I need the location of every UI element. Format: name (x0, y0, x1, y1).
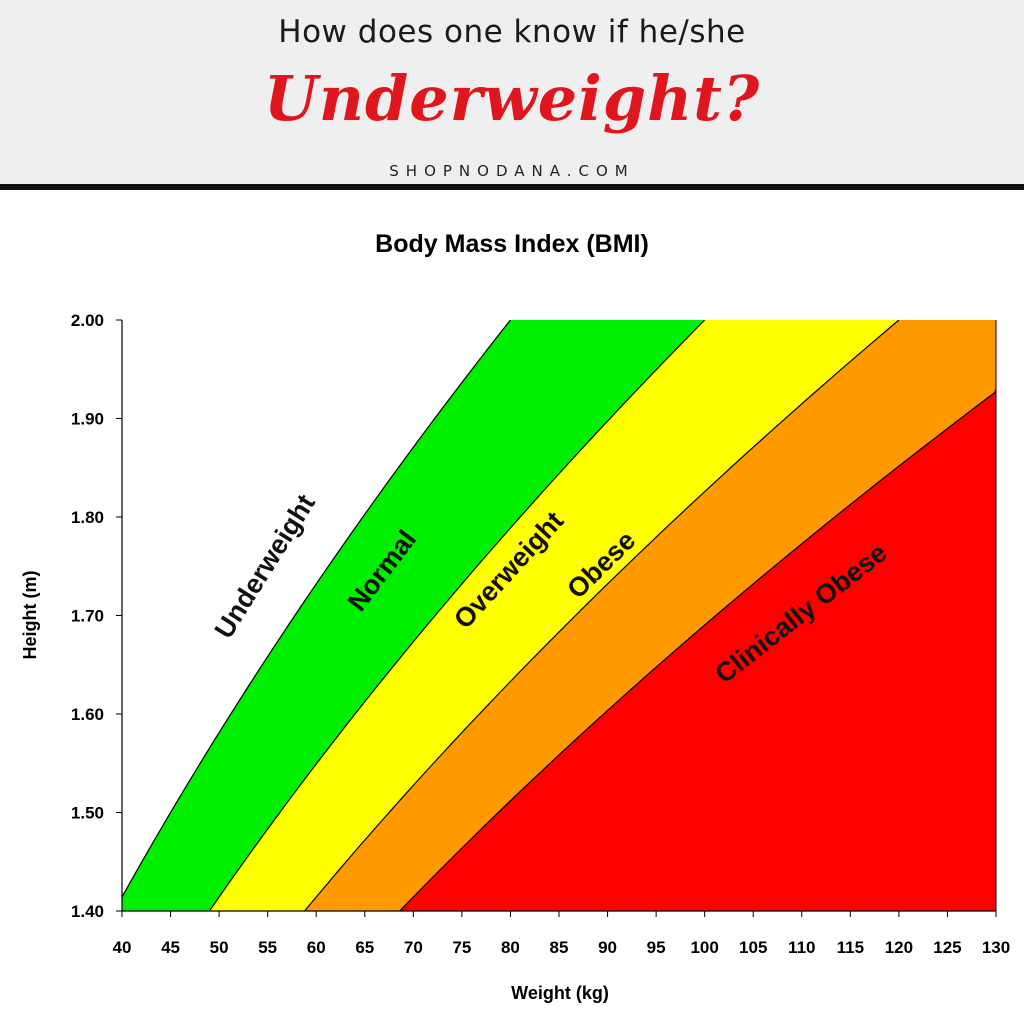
boundary-bmi-35 (399, 390, 996, 911)
bmi-regions (122, 320, 996, 911)
x-tick-label: 40 (113, 938, 132, 957)
x-tick-label: 55 (258, 938, 277, 957)
x-tick-label: 110 (788, 938, 815, 957)
boundary-bmi-20 (122, 320, 511, 899)
boundary-bmi-30 (304, 320, 900, 911)
y-tick-label: 1.40 (71, 902, 104, 921)
y-tick-label: 1.80 (71, 508, 104, 527)
x-axis-title: Weight (kg) (511, 983, 609, 1003)
axes: 40 45 50 55 60 65 70 75 80 85 90 95 100 105 110 115 120 1… (71, 311, 1010, 957)
header-question: How does one know if he/she (278, 14, 746, 50)
bmi-chart: Body Mass Index (BMI) Underweight Normal O… (20, 230, 1010, 1003)
x-tick-label: 50 (210, 938, 229, 957)
x-tick-label: 115 (837, 938, 864, 957)
x-tick-label: 130 (982, 938, 1010, 957)
x-tick-label: 75 (452, 938, 471, 957)
chart-title: Body Mass Index (BMI) (375, 230, 649, 258)
y-tick-label: 1.60 (71, 705, 104, 724)
y-tick-label: 1.70 (71, 607, 104, 626)
x-tick-label: 60 (307, 938, 326, 957)
bmi-boundaries (122, 320, 996, 911)
y-axis-title: Height (m) (20, 571, 40, 660)
x-tick-label: 80 (501, 938, 520, 957)
x-tick-label: 125 (933, 938, 961, 957)
x-tick-label: 65 (355, 938, 374, 957)
x-tick-label: 45 (161, 938, 180, 957)
x-tick-label: 95 (647, 938, 666, 957)
header-headline: Underweight? (263, 62, 761, 135)
y-tick-label: 2.00 (71, 311, 104, 330)
header-divider (0, 184, 1024, 190)
x-tick-label: 85 (550, 938, 569, 957)
site-name: SHOPNODANA.COM (389, 162, 635, 180)
x-tick-label: 70 (404, 938, 423, 957)
x-tick-label: 100 (690, 938, 718, 957)
y-tick-label: 1.50 (71, 804, 104, 823)
region-obese (304, 320, 996, 911)
region-overweight (209, 320, 899, 911)
y-tick-label: 1.90 (71, 410, 104, 429)
boundary-bmi-25 (208, 320, 706, 911)
header-banner (0, 0, 1024, 186)
x-tick-label: 120 (885, 938, 913, 957)
x-tick-label: 105 (739, 938, 767, 957)
x-tick-label: 90 (598, 938, 617, 957)
region-normal (122, 320, 705, 911)
region-clinically-obese (399, 320, 996, 911)
